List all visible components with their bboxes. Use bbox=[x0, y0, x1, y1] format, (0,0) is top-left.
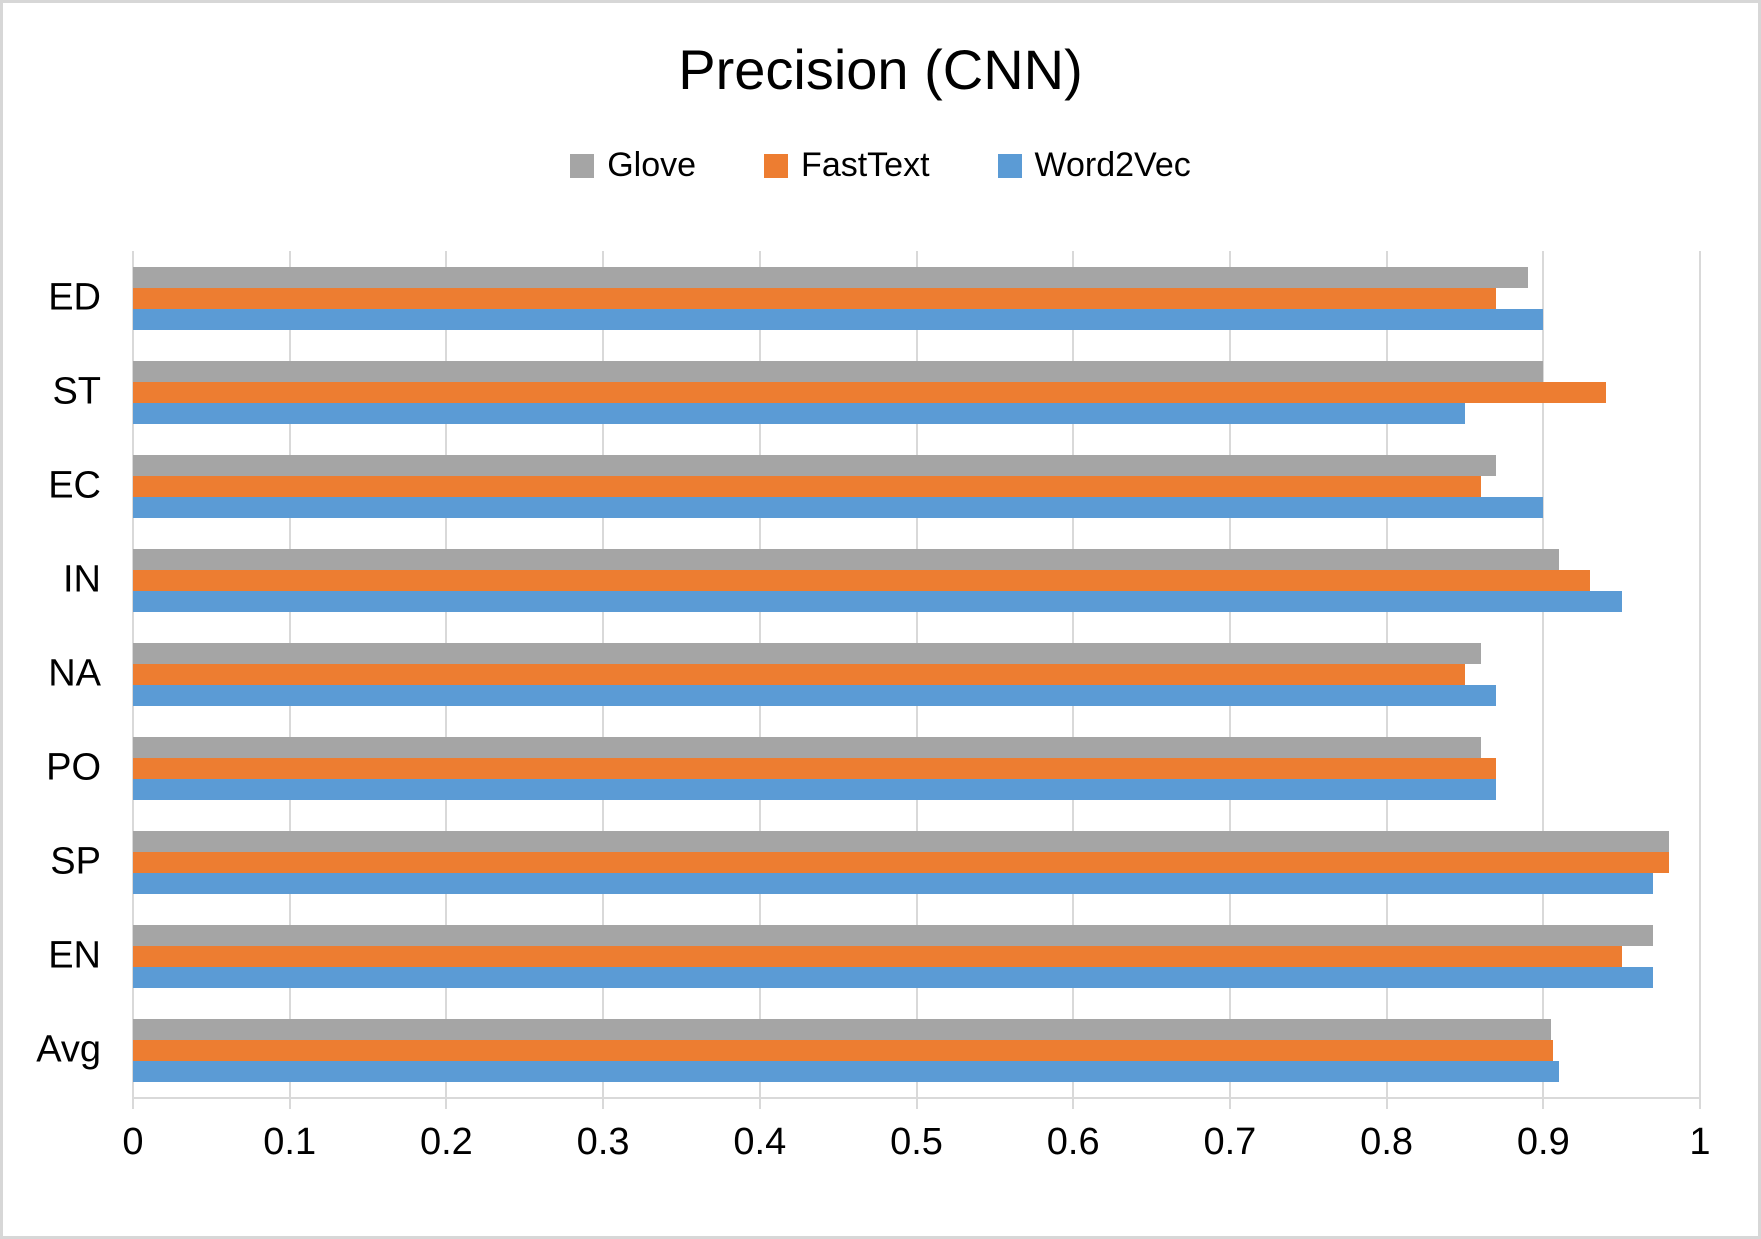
legend-item-fasttext: FastText bbox=[764, 146, 930, 185]
bar-word2vec-st bbox=[133, 402, 1465, 424]
bar-glove-in bbox=[133, 548, 1559, 570]
bar-word2vec-avg bbox=[133, 1060, 1559, 1082]
x-tick-label: 0.4 bbox=[733, 1121, 787, 1163]
x-tick-label: 0.9 bbox=[1516, 1121, 1570, 1163]
category-label: ST bbox=[52, 370, 101, 413]
x-tick-label: 0.3 bbox=[576, 1121, 630, 1163]
x-tick-label: 0.5 bbox=[890, 1121, 943, 1163]
bar-word2vec-na bbox=[133, 684, 1497, 706]
x-tick-label: 1 bbox=[1689, 1121, 1711, 1163]
bar-chart: ED ST EC IN NA PO SP EN Avg 0 0.1 0.2 0.3 0.4 0.5 0.6 0… bbox=[3, 251, 1758, 1191]
bar-word2vec-po bbox=[133, 778, 1497, 800]
x-tick-label: 0.6 bbox=[1046, 1121, 1100, 1163]
bar-word2vec-ec bbox=[133, 496, 1544, 518]
category-label: EN bbox=[48, 934, 101, 977]
bar-word2vec-en bbox=[133, 966, 1653, 988]
bar-glove-en bbox=[133, 924, 1653, 946]
category-label: PO bbox=[46, 746, 101, 789]
x-tick-label: 0.1 bbox=[263, 1121, 317, 1163]
bar-fasttext-sp bbox=[133, 851, 1669, 873]
x-tick-label: 0.2 bbox=[419, 1121, 473, 1163]
bar-fasttext-avg bbox=[133, 1039, 1553, 1061]
gridline bbox=[1699, 251, 1701, 1097]
axis-tick bbox=[1699, 1097, 1701, 1109]
bar-glove-avg bbox=[133, 1018, 1552, 1040]
category-row-po: PO bbox=[46, 721, 1700, 815]
bar-fasttext-st bbox=[133, 381, 1606, 403]
category-row-sp: SP bbox=[50, 815, 1700, 909]
bar-glove-ec bbox=[133, 454, 1497, 476]
category-label: IN bbox=[63, 558, 101, 601]
x-tick-label: 0.8 bbox=[1360, 1121, 1414, 1163]
bar-word2vec-sp bbox=[133, 872, 1653, 894]
category-row-en: EN bbox=[48, 909, 1700, 1003]
gridline bbox=[1542, 251, 1545, 1097]
axis-tick bbox=[288, 1097, 291, 1109]
category-label: EC bbox=[48, 464, 101, 507]
plot-area: ED ST EC IN NA PO SP EN Avg bbox=[36, 251, 1701, 1109]
bar-fasttext-ed bbox=[133, 287, 1497, 309]
bar-fasttext-in bbox=[133, 569, 1591, 591]
axis-tick bbox=[1542, 1097, 1545, 1109]
bar-glove-sp bbox=[133, 830, 1669, 852]
axis-tick bbox=[132, 1097, 134, 1109]
bar-fasttext-na bbox=[133, 663, 1465, 685]
legend-swatch-icon bbox=[570, 153, 595, 178]
legend-item-word2vec: Word2Vec bbox=[997, 146, 1191, 185]
legend-swatch-icon bbox=[997, 153, 1022, 178]
category-row-ed: ED bbox=[48, 251, 1700, 345]
bar-glove-po bbox=[133, 736, 1481, 758]
bar-fasttext-ec bbox=[133, 475, 1481, 497]
legend-item-glove: Glove bbox=[570, 146, 696, 185]
chart-title: Precision (CNN) bbox=[678, 38, 1083, 101]
x-axis-tick-labels: 0 0.1 0.2 0.3 0.4 0.5 0.6 0.7 0.8 0.9 1 bbox=[122, 1121, 1710, 1191]
x-tick-label: 0.7 bbox=[1203, 1121, 1257, 1163]
x-tick-label: 0 bbox=[122, 1121, 144, 1163]
category-row-avg: Avg bbox=[36, 1003, 1700, 1097]
category-label: ED bbox=[48, 276, 101, 319]
category-label: SP bbox=[50, 840, 101, 883]
bar-glove-na bbox=[133, 642, 1481, 664]
category-row-ec: EC bbox=[48, 439, 1700, 533]
axis-tick bbox=[602, 1097, 605, 1109]
legend-swatch-icon bbox=[764, 153, 789, 178]
axis-tick bbox=[445, 1097, 448, 1109]
axis-tick bbox=[1385, 1097, 1388, 1109]
bar-word2vec-ed bbox=[133, 308, 1544, 330]
bar-glove-st bbox=[133, 360, 1544, 382]
legend-label: FastText bbox=[801, 146, 930, 184]
category-row-st: ST bbox=[52, 345, 1700, 439]
category-row-in: IN bbox=[63, 533, 1700, 627]
chart-legend: Glove FastText Word2Vec bbox=[3, 146, 1758, 185]
legend-label: Word2Vec bbox=[1034, 146, 1191, 184]
bar-word2vec-in bbox=[133, 590, 1622, 612]
axis-tick bbox=[1072, 1097, 1075, 1109]
bar-glove-ed bbox=[133, 266, 1528, 288]
axis-tick bbox=[915, 1097, 918, 1109]
bar-fasttext-en bbox=[133, 945, 1622, 967]
axis-tick bbox=[1228, 1097, 1231, 1109]
axis-tick bbox=[758, 1097, 761, 1109]
legend-label: Glove bbox=[607, 146, 697, 184]
category-label: Avg bbox=[36, 1028, 101, 1071]
category-label: NA bbox=[48, 652, 101, 695]
category-row-na: NA bbox=[48, 627, 1700, 721]
bar-fasttext-po bbox=[133, 757, 1497, 779]
